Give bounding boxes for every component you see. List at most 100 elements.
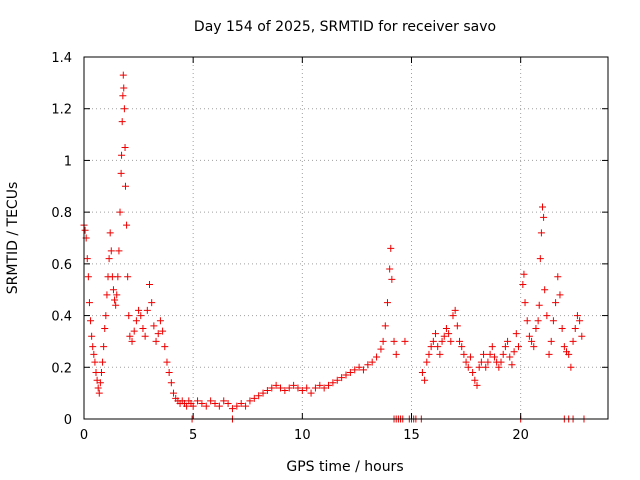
y-tick-label: 0 bbox=[64, 413, 72, 428]
data-point bbox=[152, 337, 160, 345]
data-point bbox=[112, 301, 120, 309]
data-point bbox=[421, 376, 429, 384]
data-point bbox=[560, 343, 568, 351]
data-point bbox=[436, 350, 444, 358]
data-point bbox=[387, 244, 395, 252]
data-point bbox=[381, 322, 389, 330]
data-point bbox=[224, 399, 232, 407]
data-point bbox=[139, 325, 147, 332]
data-point bbox=[373, 353, 381, 361]
data-point bbox=[116, 208, 124, 216]
x-tick-label: 5 bbox=[189, 428, 197, 443]
data-point bbox=[504, 337, 512, 345]
y-tick-label: 0.2 bbox=[51, 361, 72, 376]
data-points bbox=[80, 71, 588, 423]
data-point bbox=[462, 358, 470, 366]
data-point bbox=[95, 389, 103, 397]
data-point bbox=[501, 343, 509, 351]
data-point bbox=[137, 312, 145, 320]
data-point bbox=[233, 402, 241, 410]
data-point bbox=[355, 363, 363, 371]
x-tick-label: 0 bbox=[80, 428, 88, 443]
data-point bbox=[141, 332, 149, 340]
data-point bbox=[390, 337, 398, 345]
data-point bbox=[250, 394, 258, 402]
data-point bbox=[464, 363, 472, 371]
data-point bbox=[325, 381, 333, 389]
data-point bbox=[84, 273, 92, 281]
data-point bbox=[215, 402, 223, 410]
data-point bbox=[329, 379, 337, 387]
data-point bbox=[237, 399, 245, 407]
data-point bbox=[541, 286, 549, 294]
data-point bbox=[277, 384, 284, 392]
data-point bbox=[545, 350, 553, 358]
data-point bbox=[549, 317, 557, 325]
data-point bbox=[97, 368, 105, 376]
data-point bbox=[342, 371, 350, 379]
data-point bbox=[106, 229, 114, 237]
data-point bbox=[161, 343, 169, 351]
data-point bbox=[100, 343, 108, 351]
data-point bbox=[118, 151, 126, 159]
data-point bbox=[81, 226, 89, 234]
data-point bbox=[320, 384, 328, 392]
data-point bbox=[272, 381, 280, 389]
data-point bbox=[94, 384, 102, 392]
data-point bbox=[338, 374, 346, 382]
data-point bbox=[165, 368, 173, 376]
data-point bbox=[534, 317, 542, 325]
y-tick-label: 0.4 bbox=[51, 310, 72, 325]
chart-title: Day 154 of 2025, SRMTID for receiver sav… bbox=[194, 19, 496, 35]
data-point bbox=[528, 337, 536, 345]
data-point bbox=[571, 325, 579, 332]
data-point bbox=[432, 330, 440, 338]
data-point bbox=[460, 350, 468, 358]
data-point bbox=[438, 337, 446, 345]
data-point bbox=[298, 387, 306, 395]
data-point bbox=[532, 325, 540, 332]
data-point bbox=[194, 397, 202, 405]
data-point bbox=[130, 327, 138, 335]
data-point bbox=[118, 118, 126, 126]
data-point bbox=[392, 350, 400, 358]
data-point bbox=[512, 330, 520, 338]
data-point bbox=[163, 358, 171, 366]
data-point bbox=[307, 389, 315, 397]
data-point bbox=[113, 291, 121, 299]
data-point bbox=[497, 358, 505, 366]
x-tick-label: 10 bbox=[294, 428, 311, 443]
data-point bbox=[119, 71, 127, 79]
data-point bbox=[539, 203, 546, 211]
data-point bbox=[519, 281, 527, 289]
y-tick-label: 1.2 bbox=[51, 103, 72, 118]
data-point bbox=[109, 286, 117, 294]
data-point bbox=[473, 381, 481, 389]
data-point bbox=[425, 350, 433, 358]
data-point bbox=[510, 348, 518, 356]
data-point bbox=[535, 301, 543, 309]
data-point bbox=[480, 350, 488, 358]
data-point bbox=[471, 376, 479, 384]
data-point bbox=[117, 169, 125, 177]
data-point bbox=[423, 358, 431, 366]
data-point bbox=[148, 299, 156, 307]
data-point bbox=[114, 273, 122, 281]
data-point bbox=[281, 387, 289, 395]
data-point bbox=[121, 144, 129, 151]
data-point bbox=[105, 255, 113, 263]
data-point bbox=[359, 366, 367, 374]
data-point bbox=[364, 361, 372, 369]
data-point bbox=[530, 343, 538, 351]
data-point bbox=[475, 363, 483, 371]
data-point bbox=[379, 337, 387, 345]
data-point bbox=[453, 322, 461, 330]
data-point bbox=[170, 389, 178, 397]
data-point bbox=[120, 105, 128, 113]
data-point bbox=[469, 368, 477, 376]
data-point bbox=[211, 399, 219, 407]
data-point bbox=[246, 397, 254, 405]
data-point bbox=[311, 384, 319, 392]
data-point bbox=[285, 384, 293, 392]
